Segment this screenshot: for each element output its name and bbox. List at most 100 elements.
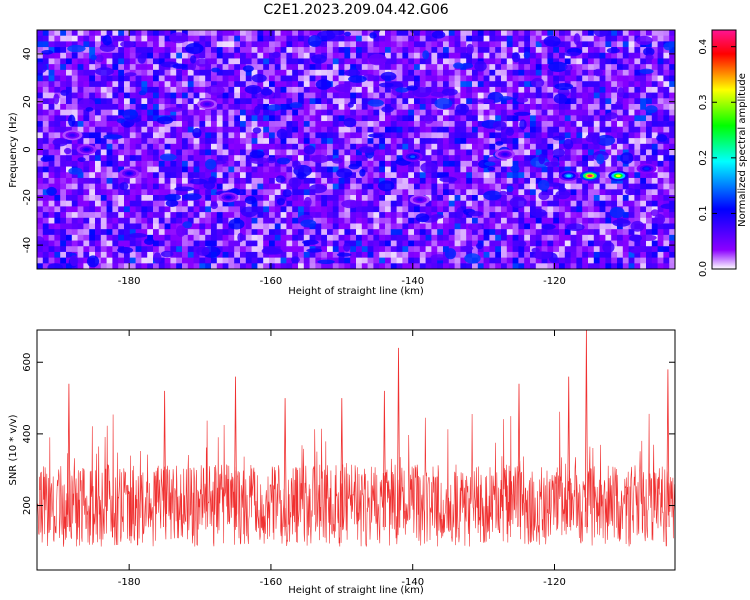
heat-cell [141, 132, 148, 139]
heat-cell [390, 195, 397, 202]
heat-cell [124, 177, 131, 185]
heat-cell [141, 143, 148, 150]
heat-cell [269, 52, 276, 59]
heat-cell [205, 223, 212, 230]
heat-cell [599, 217, 606, 224]
heat-cell [483, 183, 490, 190]
heat-blob [406, 85, 418, 91]
heat-cell [216, 138, 223, 145]
heat-cell [628, 47, 635, 54]
heat-cell [274, 47, 281, 54]
heat-cell [501, 257, 508, 264]
heat-cell [506, 212, 513, 219]
heat-cell [118, 206, 125, 213]
heat-cell [454, 149, 461, 156]
heat-cell [408, 41, 415, 48]
heat-cell [622, 257, 629, 264]
heat-cell [170, 132, 177, 139]
heat-cell [182, 234, 189, 241]
heat-blob [509, 196, 527, 209]
heat-cell [605, 251, 612, 259]
heat-cell [234, 149, 241, 156]
heat-cell [559, 183, 566, 190]
heat-cell [361, 58, 368, 65]
heat-cell [622, 177, 629, 185]
heat-blob [306, 248, 323, 253]
heat-cell [408, 223, 415, 230]
heat-cell [367, 47, 374, 54]
heat-cell [234, 126, 241, 133]
heat-cell [646, 155, 653, 162]
heat-cell [599, 81, 606, 88]
heat-cell [448, 75, 455, 82]
heat-cell [588, 223, 595, 230]
heat-blob [380, 71, 397, 81]
heat-cell [396, 200, 403, 207]
heat-cell [460, 195, 467, 202]
heat-cell [54, 115, 61, 122]
heat-cell [71, 172, 78, 179]
heat-cell [100, 30, 107, 37]
heat-cell [501, 132, 508, 139]
heat-cell [245, 234, 252, 241]
heat-cell [518, 52, 525, 59]
heat-cell [269, 132, 276, 139]
heat-cell [599, 177, 606, 185]
heat-cell [628, 41, 635, 48]
heat-cell [663, 30, 670, 37]
heat-cell [42, 75, 49, 82]
heat-cell [106, 212, 113, 219]
heat-cell [402, 263, 409, 269]
heat-cell [112, 240, 119, 247]
heat-cell [651, 69, 658, 76]
heat-cell [390, 132, 397, 139]
heat-cell [599, 212, 606, 219]
heat-cell [564, 234, 571, 241]
heat-cell [466, 86, 473, 93]
heat-cell [42, 166, 49, 173]
heat-cell [124, 75, 131, 82]
heat-cell [240, 149, 247, 156]
heat-cell [390, 69, 397, 76]
heat-cell [408, 132, 415, 139]
heat-cell [628, 195, 635, 202]
heat-cell [512, 75, 519, 82]
heat-cell [553, 177, 560, 185]
heat-cell [669, 234, 675, 241]
heat-cell [512, 149, 519, 156]
heat-cell [292, 234, 299, 241]
heat-cell [379, 41, 386, 48]
heat-cell [634, 143, 641, 150]
heat-cell [576, 86, 583, 93]
heat-cell [367, 86, 374, 93]
heat-cell [466, 160, 473, 167]
heat-blob [251, 74, 267, 83]
heat-cell [599, 64, 606, 71]
heat-cell [530, 166, 537, 173]
heat-cell [611, 160, 618, 167]
heat-cell [361, 47, 368, 54]
heat-cell [182, 263, 189, 269]
heat-cell [170, 121, 177, 128]
heat-cell [628, 217, 635, 224]
heat-cell [89, 64, 96, 71]
heat-cell [483, 206, 490, 213]
heat-cell [338, 35, 345, 42]
heat-cell [611, 35, 618, 42]
heat-cell [199, 189, 206, 196]
heat-blob [441, 88, 458, 96]
heat-cell [379, 109, 386, 116]
heat-cell [501, 223, 508, 230]
heat-cell [164, 217, 171, 224]
heat-cell [124, 217, 131, 224]
heat-cell [669, 35, 675, 42]
heat-cell [274, 155, 281, 162]
heat-cell [611, 52, 618, 59]
heat-cell [419, 81, 426, 88]
heat-cell [535, 263, 542, 269]
heat-cell [628, 172, 635, 179]
heat-cell [228, 251, 235, 259]
heat-cell [83, 121, 90, 128]
heat-cell [547, 98, 554, 105]
heat-cell [60, 155, 67, 162]
